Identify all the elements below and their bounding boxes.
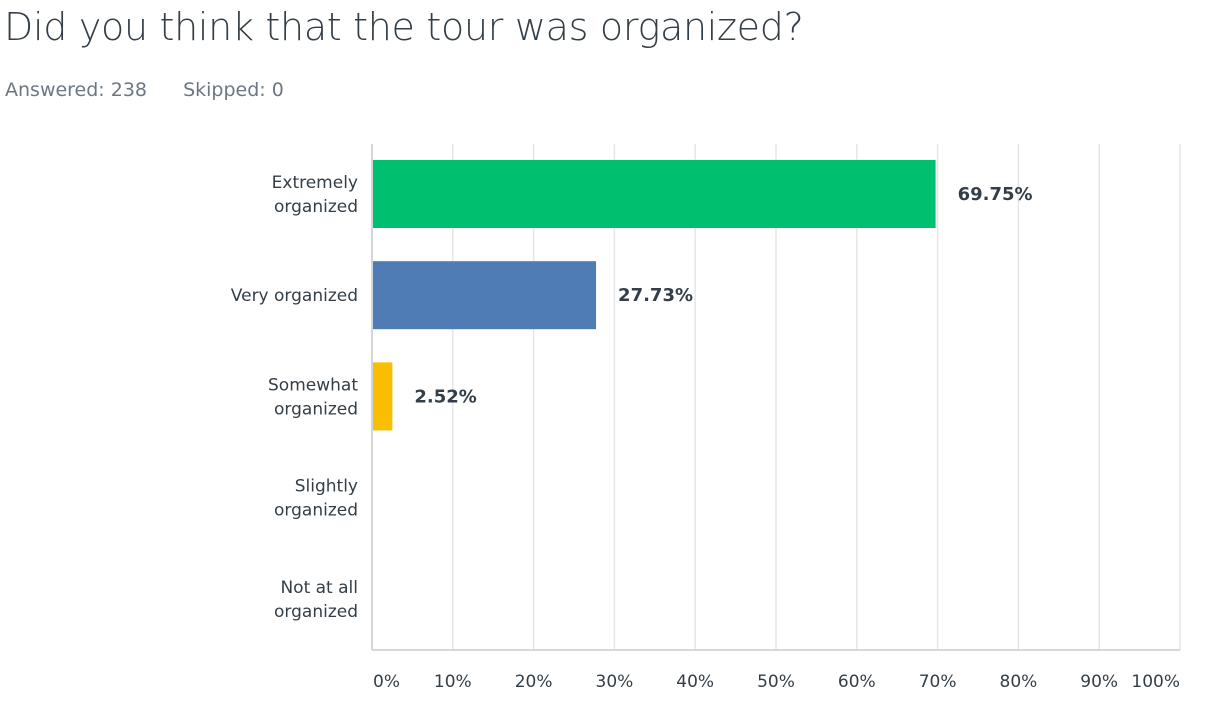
- question-title: Did you think that the tour was organize…: [4, 5, 804, 49]
- category-label: Extremely: [272, 173, 358, 193]
- category-label: organized: [274, 197, 358, 217]
- category-label: Not at all: [280, 578, 358, 598]
- x-tick-label: 80%: [1000, 672, 1038, 692]
- category-label: Very organized: [231, 286, 358, 306]
- bar: [373, 362, 393, 431]
- value-label: 2.52%: [414, 386, 476, 407]
- category-label: Somewhat: [268, 375, 358, 395]
- x-tick-label: 30%: [596, 672, 634, 692]
- bar: [373, 160, 936, 228]
- category-label: Slightly: [295, 477, 358, 497]
- value-label: 69.75%: [958, 184, 1033, 205]
- bar: [373, 261, 597, 330]
- category-label: organized: [274, 501, 358, 521]
- value-label: 27.73%: [618, 285, 693, 306]
- category-label: organized: [274, 602, 358, 622]
- category-label: organized: [274, 399, 358, 419]
- x-tick-label: 90%: [1080, 672, 1118, 692]
- x-tick-label: 100%: [1131, 672, 1180, 692]
- x-tick-label: 70%: [919, 672, 957, 692]
- x-tick-label: 0%: [373, 672, 400, 692]
- x-tick-label: 50%: [757, 672, 795, 692]
- x-tick-label: 20%: [515, 672, 553, 692]
- answered-count: Answered: 238: [5, 79, 148, 101]
- response-stats: Answered: 238 Skipped: 0: [5, 79, 314, 101]
- x-tick-label: 10%: [434, 672, 472, 692]
- x-tick-label: 40%: [676, 672, 714, 692]
- x-tick-label: 60%: [838, 672, 876, 692]
- skipped-count: Skipped: 0: [183, 79, 284, 101]
